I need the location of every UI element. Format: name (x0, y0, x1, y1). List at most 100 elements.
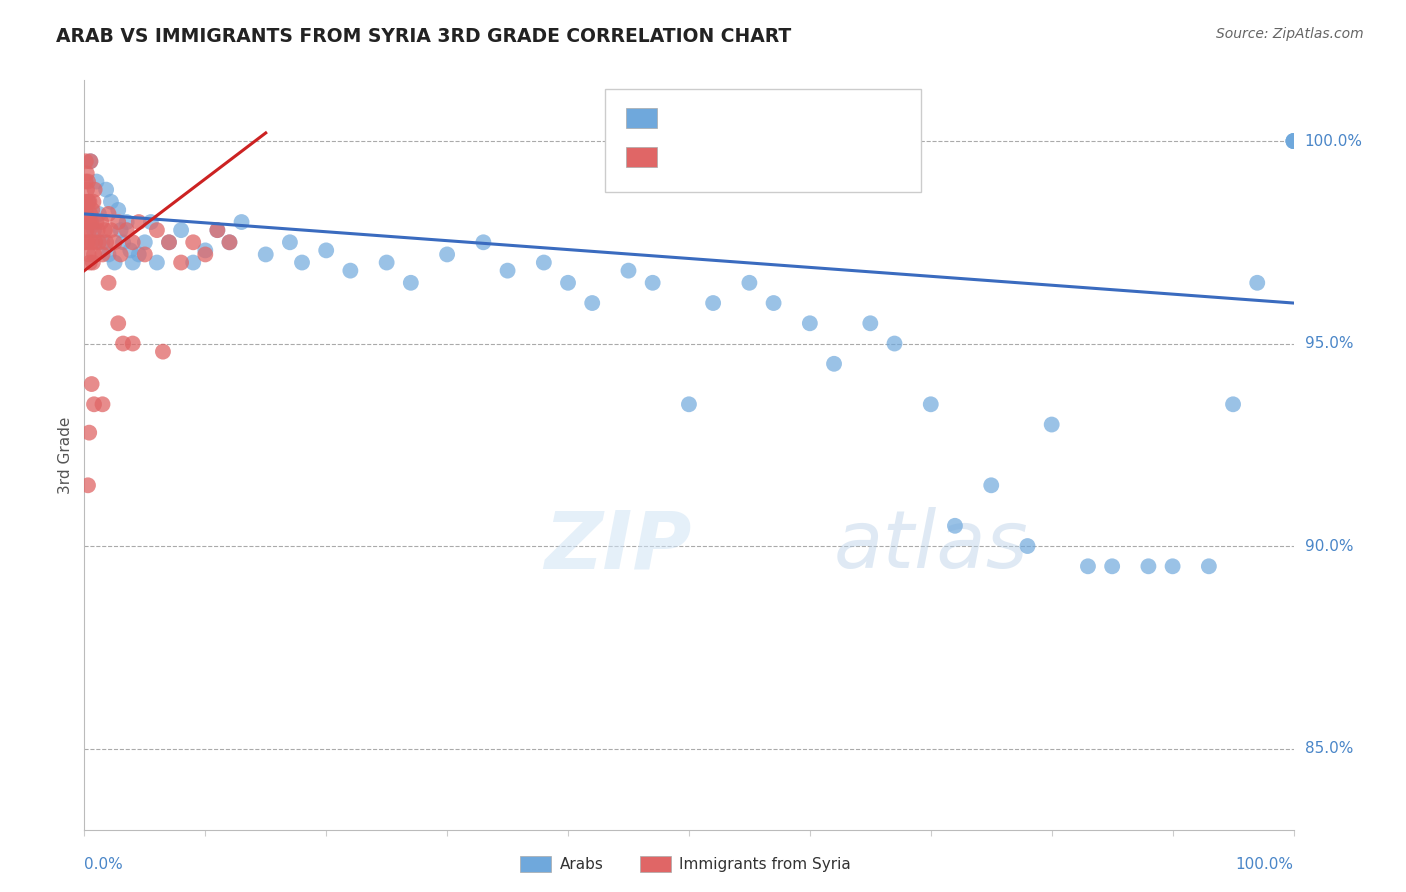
Text: 100.0%: 100.0% (1236, 857, 1294, 872)
Point (254, 247, 277, 261)
Point (82, 202, 104, 217)
Point (94, 223, 117, 237)
Point (134, 235, 156, 250)
Point (943, 518, 966, 533)
Point (218, 235, 240, 250)
Point (702, 296, 724, 310)
Point (75, 175, 97, 189)
Point (1161, 559, 1184, 574)
Point (79, 194, 101, 209)
Point (97, 207, 120, 221)
Point (557, 276, 579, 290)
Point (115, 215, 138, 229)
Point (1222, 397, 1244, 411)
Point (94, 183, 117, 197)
Point (77, 175, 100, 189)
Point (399, 276, 422, 290)
Point (115, 223, 138, 237)
Text: Arabs: Arabs (560, 857, 603, 871)
Point (194, 247, 217, 261)
Point (76, 183, 98, 197)
Point (91, 247, 114, 261)
Point (152, 344, 174, 359)
Point (472, 235, 495, 250)
Point (107, 202, 129, 217)
Point (83, 247, 105, 261)
Point (104, 255, 127, 269)
Point (77, 223, 100, 237)
Point (79, 154, 101, 169)
Point (823, 357, 845, 371)
Point (87, 235, 110, 250)
Point (107, 215, 129, 229)
Point (83, 397, 105, 411)
Point (157, 235, 180, 250)
Point (194, 244, 217, 258)
Point (134, 247, 156, 261)
Point (278, 235, 301, 250)
Point (146, 223, 169, 237)
Point (1017, 539, 1039, 553)
Point (641, 276, 664, 290)
Point (75, 207, 97, 221)
Point (121, 235, 143, 250)
Point (77, 247, 100, 261)
Point (375, 255, 398, 269)
Point (128, 215, 150, 229)
Text: atlas: atlas (834, 507, 1029, 585)
Point (76, 223, 98, 237)
Text: ZIP: ZIP (544, 507, 692, 585)
Point (1101, 559, 1123, 574)
Point (91, 235, 114, 250)
Point (75, 194, 97, 209)
Point (73, 235, 96, 250)
Point (86, 215, 108, 229)
Point (83, 183, 105, 197)
Point (79, 154, 101, 169)
Point (86, 175, 108, 189)
Point (496, 263, 519, 277)
Text: ARAB VS IMMIGRANTS FROM SYRIA 3RD GRADE CORRELATION CHART: ARAB VS IMMIGRANTS FROM SYRIA 3RD GRADE … (56, 27, 792, 45)
Point (77, 425, 100, 440)
Point (110, 223, 132, 237)
Point (110, 247, 132, 261)
Point (1282, 134, 1305, 148)
Point (77, 478, 100, 492)
Point (77, 194, 100, 209)
Point (100, 194, 122, 209)
Point (104, 235, 127, 250)
Point (139, 215, 162, 229)
Text: 85.0%: 85.0% (1305, 741, 1353, 756)
Point (80, 235, 103, 250)
Point (112, 336, 135, 351)
Point (980, 478, 1002, 492)
Text: R =  0.314   N = 60: R = 0.314 N = 60 (665, 146, 855, 164)
Point (121, 336, 143, 351)
Point (77, 194, 100, 209)
Point (1246, 276, 1268, 290)
Point (84, 235, 107, 250)
Point (920, 397, 942, 411)
Point (128, 247, 150, 261)
Point (859, 316, 882, 330)
Text: Source: ZipAtlas.com: Source: ZipAtlas.com (1216, 27, 1364, 41)
Point (91, 397, 114, 411)
Point (315, 244, 337, 258)
Point (77, 215, 100, 229)
Point (533, 255, 555, 269)
Point (82, 194, 104, 209)
Point (231, 215, 253, 229)
Point (1040, 417, 1063, 432)
Text: Immigrants from Syria: Immigrants from Syria (679, 857, 851, 871)
Point (799, 316, 821, 330)
Point (97, 247, 120, 261)
Point (170, 255, 193, 269)
Point (94, 235, 117, 250)
Point (1282, 134, 1305, 148)
Point (120, 244, 142, 258)
Point (1282, 134, 1305, 148)
Point (207, 223, 229, 237)
Point (76, 166, 98, 180)
Point (82, 255, 104, 269)
Point (90, 215, 112, 229)
